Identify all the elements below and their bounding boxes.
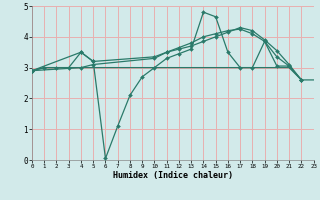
X-axis label: Humidex (Indice chaleur): Humidex (Indice chaleur)	[113, 171, 233, 180]
